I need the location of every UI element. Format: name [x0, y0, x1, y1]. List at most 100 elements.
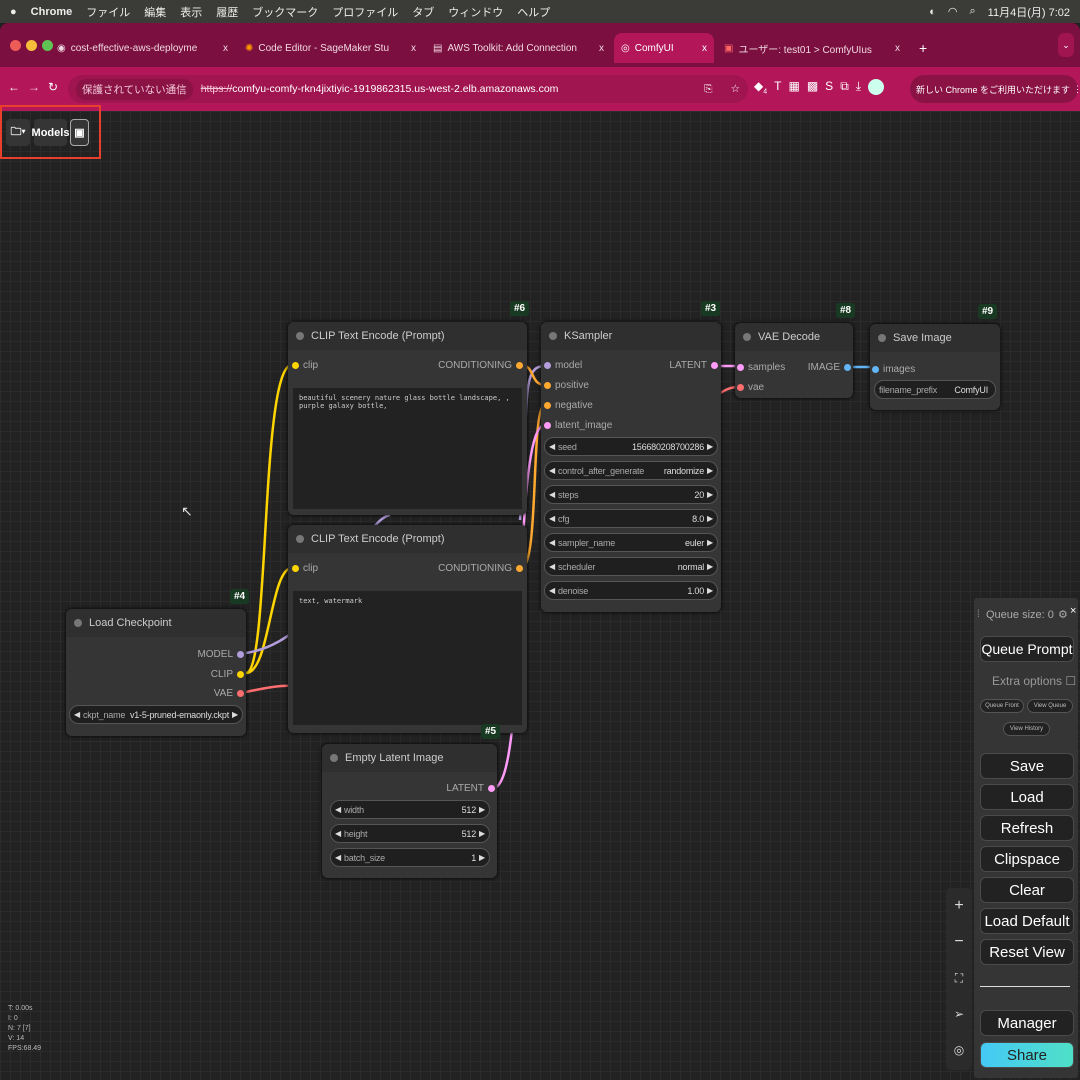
back-icon[interactable]: ← [8, 80, 20, 94]
clear-button[interactable]: Clear [980, 877, 1074, 903]
increment-arrow-icon[interactable]: ▶ [707, 514, 713, 523]
clipspace-button[interactable]: Clipspace [980, 846, 1074, 872]
increment-arrow-icon[interactable]: ▶ [707, 538, 713, 547]
clock[interactable]: 11月4日(月) 7:02 [987, 6, 1070, 19]
decrement-arrow-icon[interactable]: ◀ [335, 805, 341, 814]
menu-item[interactable]: ウィンドウ [448, 6, 504, 19]
more-menu-icon[interactable]: ⋮ [1073, 83, 1080, 94]
collapse-dot[interactable] [296, 535, 304, 543]
insecure-badge[interactable]: 保護されていない通信 [76, 78, 193, 100]
collapse-dot[interactable] [549, 332, 557, 340]
menu-item[interactable]: タブ [412, 6, 435, 19]
url-bar[interactable]: 保護されていない通信 https://comfyu-comfy-rkn4jixt… [68, 75, 748, 103]
input-slot-images[interactable]: images [872, 364, 915, 375]
input-slot-samples[interactable]: samples [737, 362, 785, 373]
menu-item[interactable]: 表示 [180, 6, 203, 19]
increment-arrow-icon[interactable]: ▶ [232, 710, 238, 719]
tab-code-editor[interactable]: ✺ Code Editor - SageMaker Stu x [238, 33, 423, 63]
increment-arrow-icon[interactable]: ▶ [479, 853, 485, 862]
widget-ckpt-name[interactable]: ◀ ckpt_name v1-5-pruned-emaonly.ckpt ▶ [69, 705, 243, 724]
increment-arrow-icon[interactable]: ▶ [707, 586, 713, 595]
close-tab-icon[interactable]: x [411, 42, 416, 54]
fit-view-icon[interactable]: ⛶ [954, 970, 964, 985]
tab-search-button[interactable]: ⌄ [1058, 33, 1074, 57]
output-slot-model[interactable]: MODEL [197, 649, 244, 660]
output-slot-latent[interactable]: LATENT [669, 360, 718, 371]
manager-button[interactable]: Manager [980, 1010, 1074, 1036]
decrement-arrow-icon[interactable]: ◀ [335, 829, 341, 838]
close-tab-icon[interactable]: x [895, 42, 900, 54]
extension-icon[interactable]: ◆4 [754, 79, 768, 96]
node-clip-text-encode-negative[interactable]: CLIP Text Encode (Prompt) clip CONDITION… [288, 525, 527, 733]
tab-aws-user[interactable]: ▣ ユーザー: test01 > ComfyUIus x [717, 33, 907, 63]
save-icon[interactable]: ▣ [70, 119, 89, 146]
close-tab-icon[interactable]: x [599, 42, 604, 54]
extension-icon[interactable]: S [825, 79, 834, 93]
queue-front-button[interactable]: Queue Front [980, 699, 1024, 713]
decrement-arrow-icon[interactable]: ◀ [549, 514, 555, 523]
menu-item[interactable]: ファイル [86, 6, 131, 19]
menu-app[interactable]: Chrome [30, 5, 73, 18]
extension-icon[interactable]: ▩ [806, 79, 819, 93]
increment-arrow-icon[interactable]: ▶ [707, 442, 713, 451]
navigate-icon[interactable]: ➢ [953, 1007, 965, 1021]
tab-comfyui[interactable]: ◎ ComfyUI x [614, 33, 714, 63]
extensions-puzzle-icon[interactable]: ⧉ [840, 79, 849, 93]
increment-arrow-icon[interactable]: ▶ [707, 466, 713, 475]
node-save-image[interactable]: Save Image images filename_prefix ComfyUI [870, 324, 1000, 410]
collapse-dot[interactable] [878, 334, 886, 342]
widget-batch-size[interactable]: ◀ batch_size 1 ▶ [330, 848, 490, 867]
zoom-in-icon[interactable]: + [954, 897, 964, 914]
wifi-icon[interactable]: ◠ [947, 6, 958, 18]
input-slot-negative[interactable]: negative [544, 400, 593, 411]
update-chrome-button[interactable]: 新しい Chrome をご利用いただけます ⋮ [910, 75, 1080, 103]
decrement-arrow-icon[interactable]: ◀ [74, 710, 80, 719]
close-tab-icon[interactable]: x [223, 42, 228, 54]
drag-handle-icon[interactable]: ⁞ [977, 609, 980, 620]
zoom-out-icon[interactable]: − [954, 933, 964, 950]
download-icon[interactable]: ⤓ [855, 79, 862, 93]
decrement-arrow-icon[interactable]: ◀ [549, 442, 555, 451]
widget-filename-prefix[interactable]: filename_prefix ComfyUI [874, 380, 996, 399]
prompt-textarea[interactable]: beautiful scenery nature glass bottle la… [293, 388, 522, 509]
collapse-dot[interactable] [330, 754, 338, 762]
output-slot-conditioning[interactable]: CONDITIONING [438, 360, 523, 371]
input-slot-latent-image[interactable]: latent_image [544, 420, 612, 431]
bookmark-star-icon[interactable]: ☆ [730, 83, 740, 95]
load-button[interactable]: Load [980, 784, 1074, 810]
decrement-arrow-icon[interactable]: ◀ [549, 466, 555, 475]
close-tab-icon[interactable]: x [702, 42, 707, 54]
forward-icon[interactable]: → [28, 80, 40, 94]
graph-canvas[interactable] [0, 111, 1080, 1080]
increment-arrow-icon[interactable]: ▶ [707, 490, 713, 499]
close-icon[interactable]: × [1070, 605, 1077, 617]
menu-item[interactable]: プロファイル [332, 6, 399, 19]
collapse-dot[interactable] [296, 332, 304, 340]
menu-item[interactable]: ブックマーク [252, 6, 319, 19]
node-load-checkpoint[interactable]: Load Checkpoint MODEL CLIP VAE ◀ ckpt_nam… [66, 609, 246, 736]
queue-prompt-button[interactable]: Queue Prompt [980, 636, 1074, 662]
view-history-button[interactable]: View History [1003, 722, 1050, 736]
view-queue-button[interactable]: View Queue [1027, 699, 1073, 713]
extension-icon[interactable]: T [774, 79, 782, 93]
output-slot-clip[interactable]: CLIP [211, 669, 244, 680]
save-button[interactable]: Save [980, 753, 1074, 779]
close-window-button[interactable] [10, 40, 21, 51]
widget-width[interactable]: ◀ width 512 ▶ [330, 800, 490, 819]
decrement-arrow-icon[interactable]: ◀ [549, 562, 555, 571]
menu-item[interactable]: 履歴 [216, 6, 239, 19]
toggle-link-icon[interactable]: ◎ [953, 1043, 965, 1057]
models-button[interactable]: Models [32, 119, 69, 146]
widget-cfg[interactable]: ◀ cfg 8.0 ▶ [544, 509, 718, 528]
tab-aws-toolkit[interactable]: ▤ AWS Toolkit: Add Connection x [426, 33, 611, 63]
output-slot-conditioning[interactable]: CONDITIONING [438, 563, 523, 574]
output-slot-vae[interactable]: VAE [214, 688, 244, 699]
load-default-button[interactable]: Load Default [980, 908, 1074, 934]
widget-height[interactable]: ◀ height 512 ▶ [330, 824, 490, 843]
extra-options-checkbox[interactable]: Extra options ☐ [992, 674, 1077, 688]
reload-icon[interactable]: ↻ [48, 80, 59, 94]
new-tab-button[interactable]: + [919, 40, 928, 56]
input-slot-clip[interactable]: clip [292, 360, 318, 371]
widget-control-after-generate[interactable]: ◀ control_after_generate randomize ▶ [544, 461, 718, 480]
increment-arrow-icon[interactable]: ▶ [479, 805, 485, 814]
